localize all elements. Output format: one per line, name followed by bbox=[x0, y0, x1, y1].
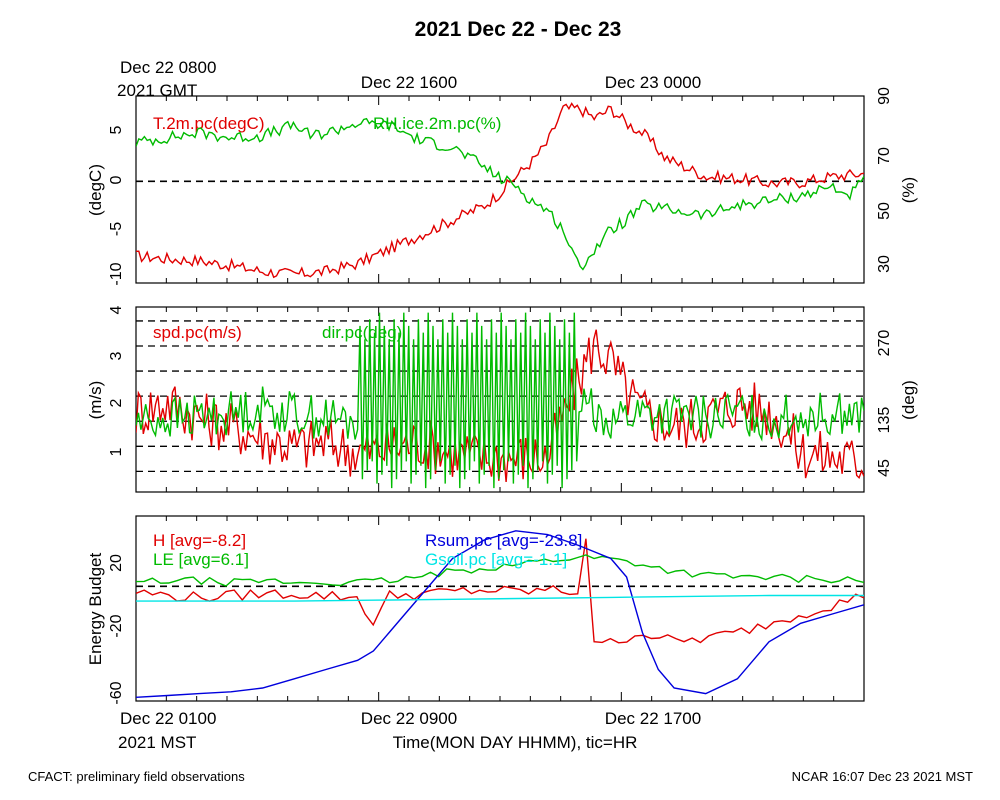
bottom-axis-label-1: Dec 22 0900 bbox=[361, 709, 457, 728]
panel-1-ytick-left: 3 bbox=[108, 351, 125, 360]
series-line-2-3 bbox=[136, 594, 864, 602]
panel-0-ytick-right: 90 bbox=[876, 87, 893, 105]
legend-0-0: T.2m.pc(degC) bbox=[153, 114, 264, 133]
panel-2-ytick-left: 20 bbox=[108, 554, 125, 572]
bottom-axis-sublabel: 2021 MST bbox=[118, 733, 196, 752]
legend-2-0: H [avg=-8.2] bbox=[153, 531, 246, 550]
panel-1-ytick-right: 270 bbox=[876, 330, 893, 357]
panel-1-ytick-right: 45 bbox=[876, 459, 893, 477]
panel-0-ylabel-left: (degC) bbox=[86, 164, 105, 216]
legend-2-3: Gsoil.pc [avg=-1.1] bbox=[425, 550, 567, 569]
top-axis-label-0: Dec 22 0800 bbox=[120, 58, 216, 77]
panel-1-ytick-left: 2 bbox=[108, 398, 125, 407]
footer-right: NCAR 16:07 Dec 23 2021 MST bbox=[792, 769, 973, 784]
panel-0-ytick-left: -10 bbox=[108, 262, 125, 285]
panel-2-ytick-left: -60 bbox=[108, 681, 125, 704]
bottom-axis-label-2: Dec 22 1700 bbox=[605, 709, 701, 728]
legend-0-1: RH.ice.2m.pc(%) bbox=[373, 114, 501, 133]
series-line-0-1 bbox=[136, 117, 864, 271]
panel-1-ytick-left: 1 bbox=[108, 447, 125, 456]
panel-0-ytick-left: 5 bbox=[108, 125, 125, 134]
panel-2-ytick-left: -20 bbox=[108, 614, 125, 637]
panel-0-ytick-left: -5 bbox=[108, 222, 125, 236]
panel-0-ytick-right: 30 bbox=[876, 255, 893, 273]
top-axis-sublabel: 2021 GMT bbox=[117, 81, 197, 100]
panel-1-ylabel-right: (deg) bbox=[899, 380, 918, 420]
series-line-1-1 bbox=[136, 312, 864, 489]
top-axis-label-1: Dec 22 1600 bbox=[361, 73, 457, 92]
legend-1-0: spd.pc(m/s) bbox=[153, 323, 242, 342]
top-axis-label-2: Dec 23 0000 bbox=[605, 73, 701, 92]
footer-left: CFACT: preliminary field observations bbox=[28, 769, 245, 784]
chart-title: 2021 Dec 22 - Dec 23 bbox=[415, 18, 622, 41]
legend-1-1: dir.pc(deg) bbox=[322, 323, 402, 342]
series-line-1-0 bbox=[136, 329, 864, 483]
legend-2-2: Rsum.pc [avg=-23.8] bbox=[425, 531, 582, 550]
panel-0-ylabel-right: (%) bbox=[899, 177, 918, 203]
legend-2-1: LE [avg=6.1] bbox=[153, 550, 249, 569]
panel-1-ytick-right: 135 bbox=[876, 407, 893, 434]
panel-0-ytick-left: 0 bbox=[108, 175, 125, 184]
panel-1-ytick-left: 4 bbox=[108, 305, 125, 314]
series-line-2-1 bbox=[136, 554, 864, 587]
panel-0-ytick-right: 50 bbox=[876, 202, 893, 220]
series-line-2-0 bbox=[136, 538, 864, 644]
panel-2-ylabel-left: Energy Budget bbox=[86, 552, 105, 665]
panel-0-ytick-right: 70 bbox=[876, 147, 893, 165]
panel-1-ylabel-left: (m/s) bbox=[86, 381, 105, 420]
bottom-axis-label-0: Dec 22 0100 bbox=[120, 709, 216, 728]
series-line-0-0 bbox=[136, 102, 864, 279]
x-axis-title: Time(MON DAY HHMM), tic=HR bbox=[393, 733, 638, 752]
series-line-2-2 bbox=[136, 530, 864, 698]
